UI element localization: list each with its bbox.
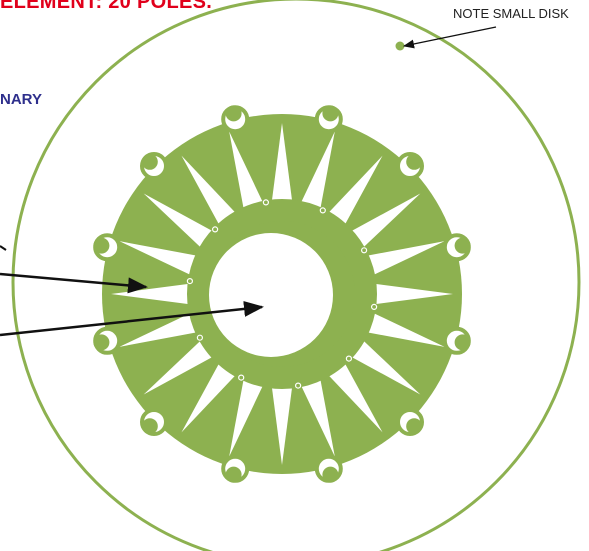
inner-hole	[209, 233, 333, 357]
inner-marker-5	[345, 355, 352, 362]
star-point-6	[359, 281, 453, 307]
note-small-disk-label: NOTE SMALL DISK	[453, 6, 569, 21]
edge-disk-fill-8	[141, 418, 158, 435]
edge-disk-fill-7	[225, 466, 242, 483]
edge-disk-fill-5	[406, 418, 423, 435]
star-point-1	[269, 123, 295, 217]
inner-marker-1	[262, 199, 269, 206]
inner-marker-8	[196, 334, 203, 341]
edge-disk-fill-3	[454, 237, 471, 254]
star-point-5	[351, 241, 445, 282]
inner-green-ring	[187, 199, 377, 389]
star-points	[111, 123, 453, 465]
small-disk	[395, 41, 405, 51]
inner-marker-2	[319, 207, 326, 214]
inner-marker-6	[295, 382, 302, 389]
pointer-stub	[0, 245, 7, 251]
star-point-12	[229, 363, 270, 457]
inner-marker-10	[212, 226, 219, 233]
star-point-2	[294, 131, 335, 225]
edge-disk-fill-1	[322, 105, 339, 122]
edge-disks	[93, 105, 471, 483]
star-point-11	[269, 371, 295, 465]
inner-markers	[186, 199, 378, 389]
star-point-15	[119, 306, 213, 347]
inner-marker-7	[238, 374, 245, 381]
arrow-to-white-triangle	[0, 272, 148, 294]
edge-disk-fill-9	[93, 334, 110, 351]
inner-marker-3	[361, 247, 368, 254]
boundary-label-fragment: NARY	[0, 91, 42, 108]
star-point-20	[229, 131, 270, 225]
star-point-10	[294, 363, 335, 457]
inner-marker-9	[186, 278, 193, 285]
outer-ring	[11, 0, 581, 551]
edge-disk-fill-6	[322, 466, 339, 483]
edge-disk-fill-10	[93, 237, 110, 254]
star-point-16	[111, 281, 205, 307]
edge-disk-fill-12	[225, 105, 242, 122]
arrow-to-center	[0, 300, 264, 337]
inner-marker-4	[371, 303, 378, 310]
edge-disk-fill-4	[454, 334, 471, 351]
title-fragment: ELEMENT: 20 POLES.	[0, 0, 213, 13]
edge-disk-fill-2	[406, 153, 423, 170]
note-arrow	[402, 26, 497, 49]
star-point-7	[351, 306, 445, 347]
edge-disk-fill-11	[141, 153, 158, 170]
star-point-17	[119, 241, 213, 282]
